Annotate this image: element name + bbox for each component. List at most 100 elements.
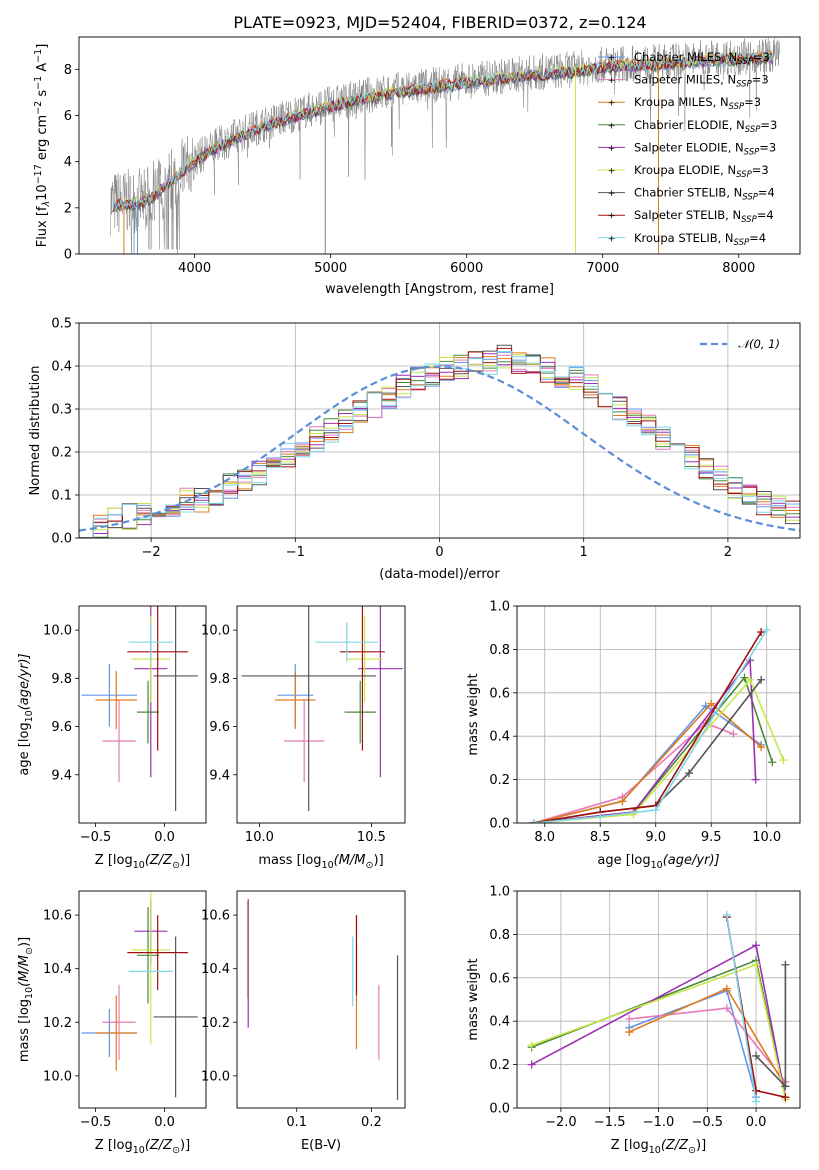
- label-sub: 10: [649, 1145, 661, 1156]
- label-end: ]: [35, 44, 50, 49]
- y-tick-label: 10.0: [201, 624, 230, 639]
- y-tick-label: 1.0: [489, 600, 510, 615]
- y-tick-label: 0.2: [51, 446, 72, 461]
- x-tick-label: −2.0: [545, 1115, 577, 1130]
- y-axis-label: mass weight: [466, 958, 481, 1040]
- series-line: [533, 629, 768, 823]
- data-point: [102, 700, 136, 783]
- label-sub: 10: [651, 860, 663, 871]
- legend-name: Kroupa STELIB, N: [634, 231, 734, 245]
- legend-tail: =3: [752, 73, 769, 87]
- y-tick-label: 0.5: [51, 317, 72, 332]
- residual-histogram-panel: −2 −1 0 1 2 0.0 0.1 0.2 0.3 0.4 0.5 𝒩(0, 1) (data-mo…: [28, 317, 801, 582]
- data-point: [346, 615, 383, 703]
- y-tick-label: 0.6: [489, 686, 510, 701]
- data-point: [284, 700, 325, 783]
- x-tick-label: −1.5: [594, 1115, 626, 1130]
- data-point: [241, 606, 376, 811]
- x-axis-label: E(B-V): [301, 1138, 341, 1153]
- data-point: [275, 671, 316, 729]
- y-tick-label: 10.6: [43, 909, 72, 924]
- legend-tail: =4: [749, 231, 766, 245]
- errorbars: [246, 899, 399, 1100]
- x-tick-label: 0.0: [154, 1115, 175, 1130]
- legend-tail: =3: [753, 50, 770, 64]
- spectrum-lines: [110, 37, 780, 254]
- label-sun: ⊙: [24, 947, 35, 955]
- legend-marker: +: [608, 167, 616, 177]
- x-tick-label: 10.5: [357, 830, 386, 845]
- y-tick-label: 8: [64, 63, 72, 78]
- data-point: [357, 606, 403, 778]
- legend-tail: =4: [757, 208, 774, 222]
- label-rest: (M/M: [17, 955, 32, 987]
- legend-label: Chabrier MILES, NSSP=3: [634, 50, 770, 67]
- series-marker: [779, 756, 788, 765]
- x-tick-label: −0.5: [80, 1115, 112, 1130]
- label-sup: −17: [33, 164, 44, 184]
- label-sun: ⊙: [688, 1145, 696, 1156]
- axes-frame: [78, 36, 801, 255]
- data-point: [153, 936, 198, 1098]
- label-sub: λ: [41, 201, 52, 208]
- legend-sub: SSP: [742, 193, 758, 203]
- legend-label: Kroupa STELIB, NSSP=4: [634, 231, 766, 248]
- y-tick-label: 0.4: [489, 1015, 510, 1030]
- legend-marker: +: [608, 99, 616, 109]
- legend-label: Kroupa MILES, NSSP=3: [634, 95, 761, 112]
- legend-tail: =4: [758, 186, 775, 200]
- legend-name: Kroupa ELODIE, N: [634, 163, 736, 177]
- label-sub: 10: [133, 860, 145, 871]
- label-sun: ⊙: [172, 1145, 180, 1156]
- x-tick-label: −0.5: [80, 830, 112, 845]
- label-main: Z [log: [611, 1138, 649, 1153]
- label-sub: 10: [322, 860, 334, 871]
- data-point: [136, 680, 160, 744]
- y-tick-label: 0.4: [51, 360, 72, 375]
- weight-series: [529, 699, 766, 823]
- x-tick-label: 1: [580, 545, 588, 560]
- data-point: [81, 663, 137, 727]
- y-tick-label: 9.6: [51, 720, 72, 735]
- legend-sub: SSP: [729, 102, 745, 112]
- series-marker: [625, 1028, 634, 1037]
- x-axis-label: (data-model)/error: [379, 567, 500, 582]
- label-end: )]: [374, 853, 384, 868]
- legend-marker: +: [608, 121, 616, 131]
- y-tick-label: 0.6: [489, 971, 510, 986]
- x-tick-label: 9.5: [701, 830, 722, 845]
- legend-label: Kroupa ELODIE, NSSP=3: [634, 163, 769, 180]
- label-rest: (age/yr)]: [17, 653, 32, 710]
- axes-frame: [516, 890, 801, 1109]
- legend-label: 𝒩(0, 1): [738, 337, 780, 351]
- y-tick-label: 9.8: [209, 672, 230, 687]
- y-tick-label: 10.6: [201, 909, 230, 924]
- histogram-step: [79, 351, 800, 538]
- x-tick-label: 0.0: [746, 1115, 767, 1130]
- series-marker: [529, 819, 538, 823]
- y-axis-label: Normed distribution: [28, 366, 43, 496]
- legend-name: Kroupa MILES, N: [634, 95, 729, 109]
- legend-name: Salpeter MILES, N: [634, 73, 736, 87]
- legend-marker: +: [608, 54, 616, 64]
- legend-marker: +: [608, 189, 616, 199]
- legend-sub: SSP: [734, 238, 750, 248]
- label-end: )]: [17, 937, 32, 947]
- legend-tail: =3: [744, 95, 761, 109]
- axes-frame: [78, 605, 207, 824]
- data-point: [128, 622, 173, 662]
- y-tick-label: 0: [64, 248, 72, 263]
- spectrum-legend: + Chabrier MILES, NSSP=3 + Salpeter MILES, …: [598, 50, 777, 248]
- x-tick-label: 5000: [314, 261, 347, 276]
- label-rest: (age/yr)]: [663, 853, 720, 868]
- series-line: [533, 631, 762, 823]
- data-point: [95, 671, 137, 729]
- series-marker: [527, 1041, 536, 1050]
- y-tick-label: 10.0: [43, 1069, 72, 1084]
- series-marker: [729, 730, 738, 739]
- y-tick-label: 0.3: [51, 403, 72, 418]
- series-marker: [618, 797, 627, 806]
- weight-lines: [529, 625, 788, 823]
- data-point: [95, 995, 137, 1071]
